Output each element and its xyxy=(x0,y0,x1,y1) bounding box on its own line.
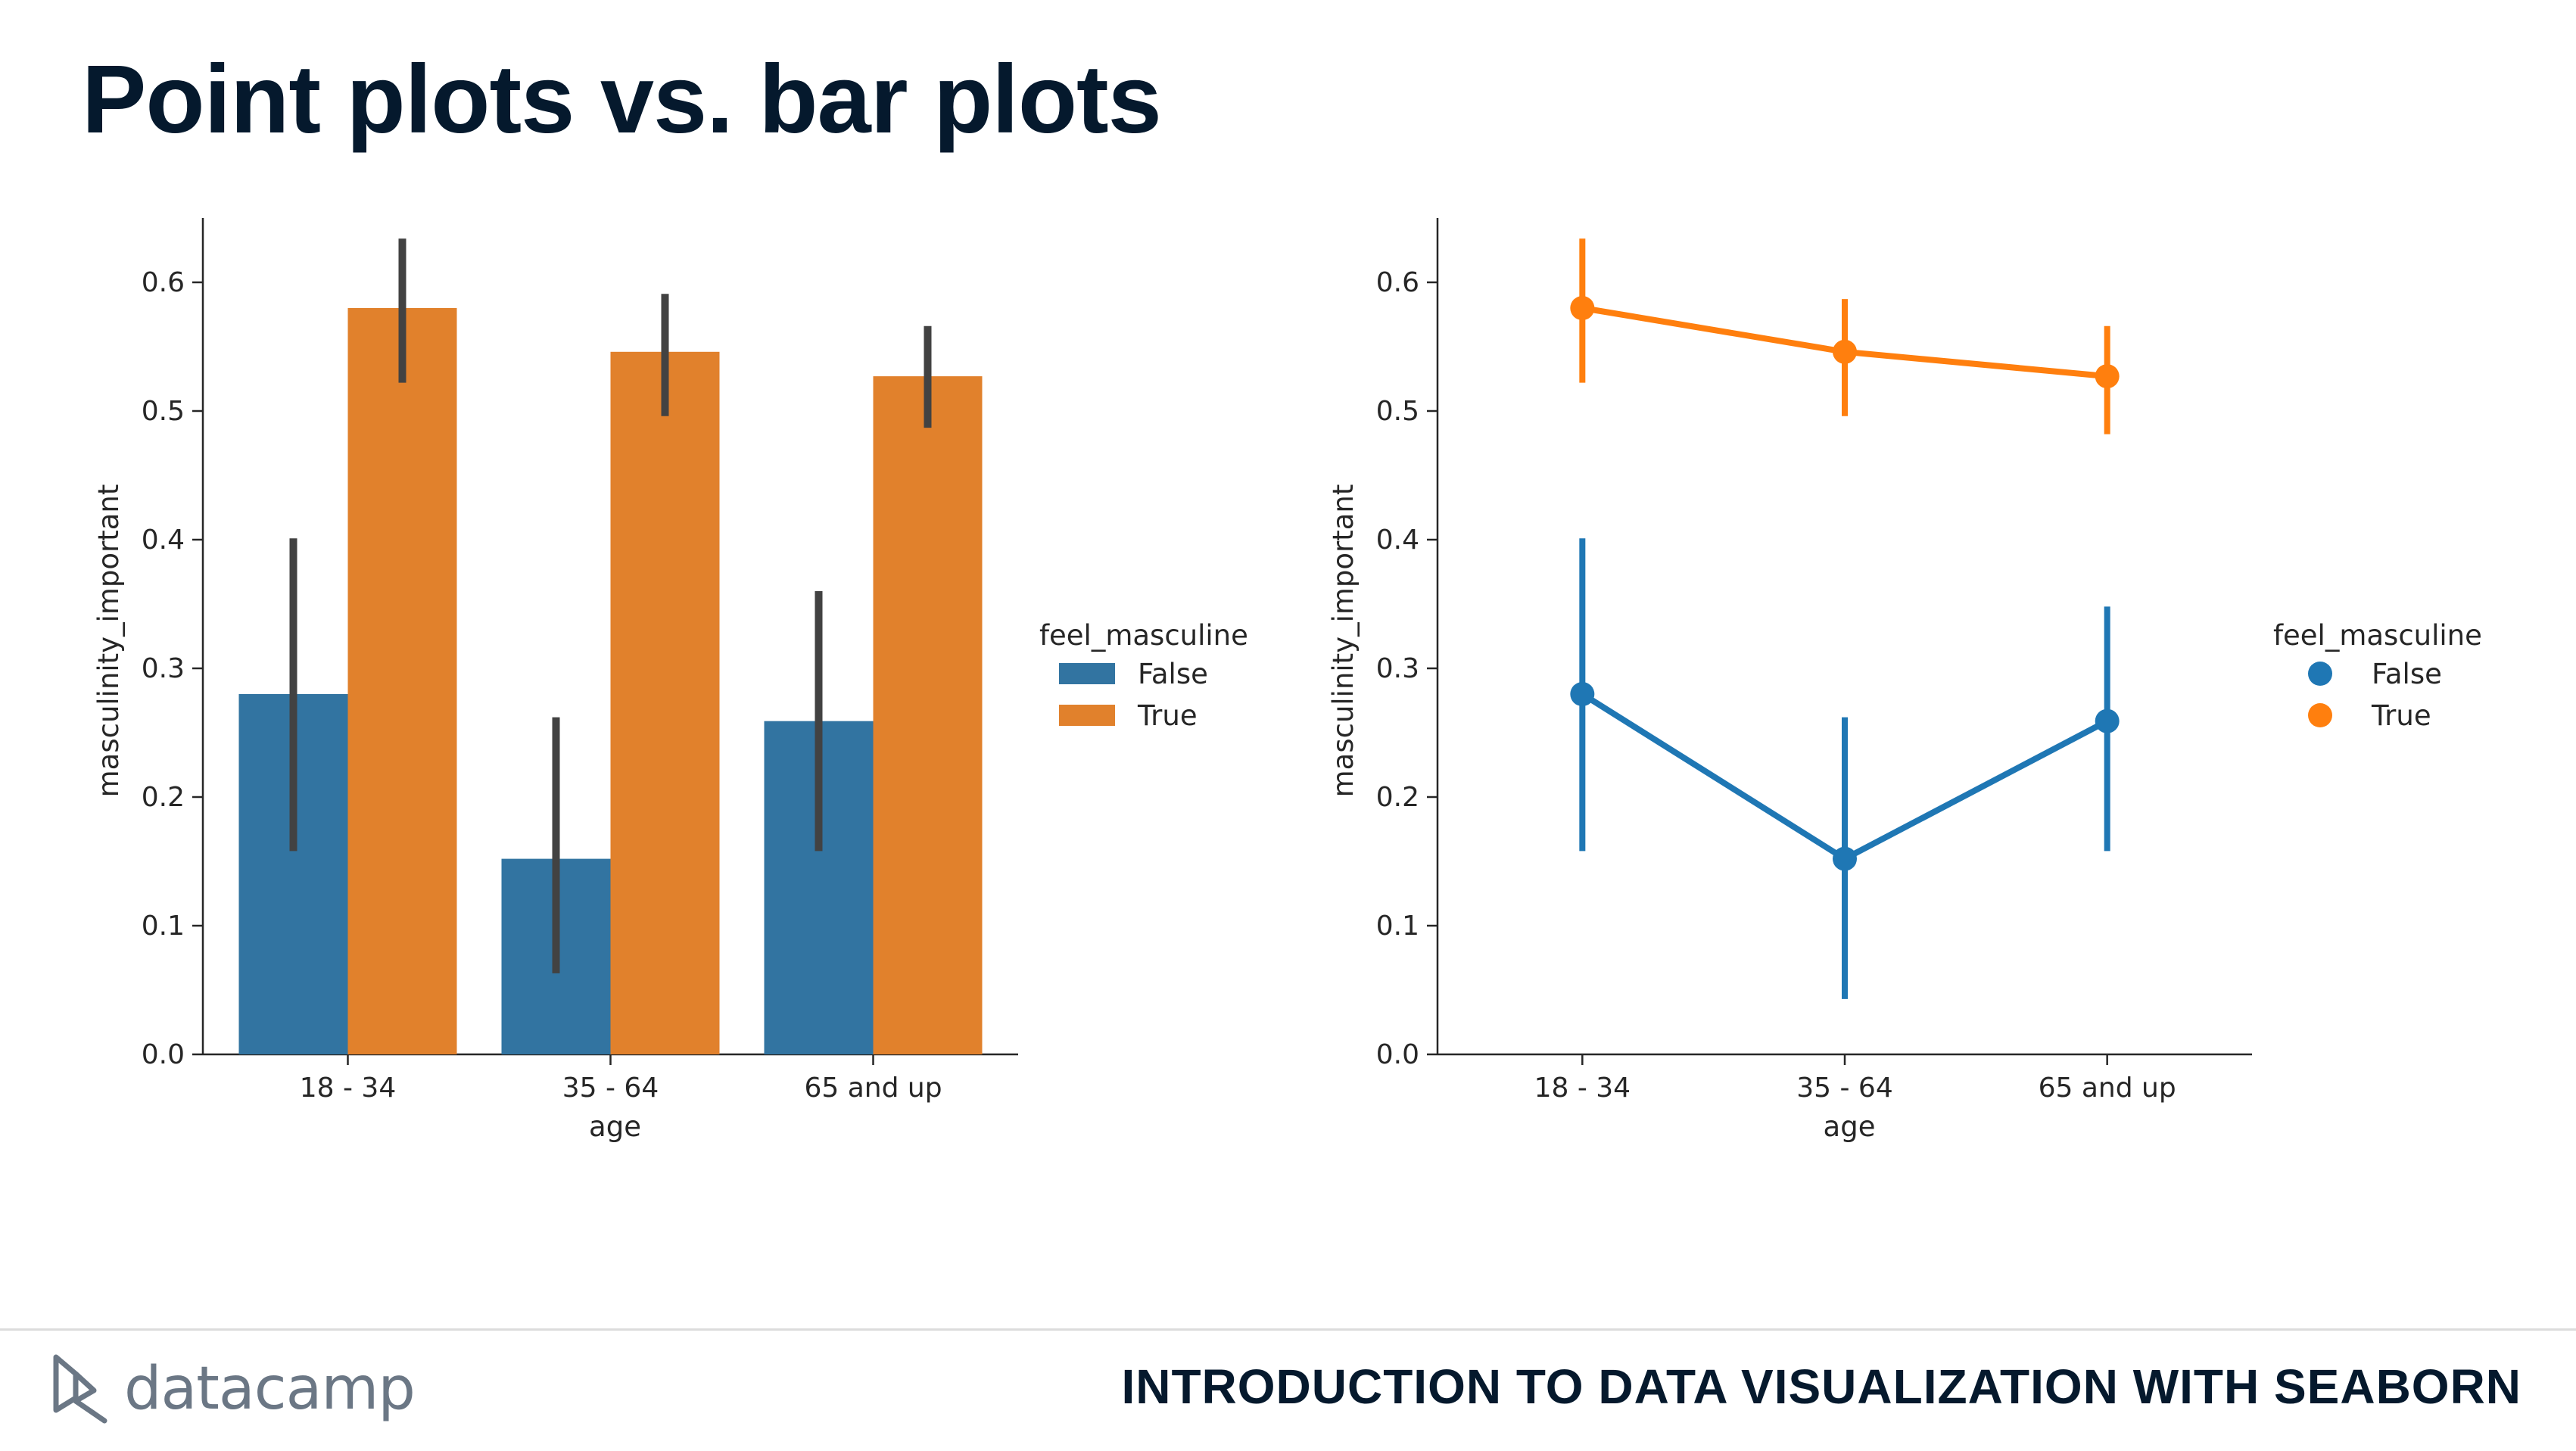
legend-marker-false xyxy=(2308,662,2332,686)
point-y-axis-title: masculinity_important xyxy=(1327,484,1360,798)
bar-y-tick-label: 0.3 xyxy=(142,653,185,684)
point-y-tick-label: 0.3 xyxy=(1376,653,1419,684)
point-y-tick-label: 0.1 xyxy=(1376,911,1419,942)
point-y-tick-label: 0.5 xyxy=(1376,396,1419,427)
bar-true-2 xyxy=(873,376,983,1055)
bar-legend-label-false: False xyxy=(1138,658,1208,690)
point-marker-false-0 xyxy=(1570,682,1595,706)
course-title: INTRODUCTION TO DATA VISUALIZATION WITH … xyxy=(1121,1359,2521,1414)
point-marker-false-1 xyxy=(1833,846,1857,871)
point-x-tick-label: 65 and up xyxy=(2039,1073,2176,1104)
point-x-tick-label: 18 - 34 xyxy=(1534,1073,1631,1104)
slide-title: Point plots vs. bar plots xyxy=(82,45,1162,154)
bar-y-tick-label: 0.6 xyxy=(142,267,185,298)
bar-y-tick-label: 0.1 xyxy=(142,911,185,942)
point-marker-true-0 xyxy=(1570,296,1595,320)
bar-x-tick-label: 65 and up xyxy=(804,1073,942,1104)
legend-marker-true xyxy=(2308,703,2332,727)
point-y-tick-label: 0.4 xyxy=(1376,525,1419,556)
logo-wordmark: datacamp xyxy=(124,1355,416,1423)
point-legend-label-false: False xyxy=(2372,658,2442,690)
bar-y-axis-title: masculinity_important xyxy=(92,484,125,798)
bar-y-tick-label: 0.4 xyxy=(142,525,185,556)
legend-swatch-true xyxy=(1059,705,1115,726)
point-y-tick-label: 0.2 xyxy=(1376,782,1419,813)
datacamp-logo: datacamp xyxy=(50,1347,416,1431)
bar-legend-title: feel_masculine xyxy=(1039,619,1248,652)
bar-x-axis-title: age xyxy=(589,1110,641,1143)
point-x-tick-label: 35 - 64 xyxy=(1796,1073,1893,1104)
bar-true-0 xyxy=(347,308,457,1054)
legend-swatch-false xyxy=(1059,663,1115,684)
bar-y-tick-label: 0.0 xyxy=(142,1039,185,1070)
point-marker-true-2 xyxy=(2095,364,2120,389)
point-marker-false-2 xyxy=(2095,708,2120,733)
point-legend-label-true: True xyxy=(2371,699,2431,732)
bar-y-tick-label: 0.5 xyxy=(142,396,185,427)
point-y-tick-label: 0.6 xyxy=(1376,267,1419,298)
bar-x-tick-label: 18 - 34 xyxy=(300,1073,397,1104)
point-x-axis-title: age xyxy=(1824,1110,1876,1143)
datacamp-logo-icon xyxy=(53,1354,107,1424)
bar-x-tick-label: 35 - 64 xyxy=(562,1073,659,1104)
bar-legend-label-true: True xyxy=(1137,699,1198,732)
footer-divider xyxy=(0,1328,2576,1331)
point-legend-title: feel_masculine xyxy=(2273,619,2482,652)
bar-true-1 xyxy=(610,351,720,1054)
point-marker-true-1 xyxy=(1833,339,1857,364)
point-y-tick-label: 0.0 xyxy=(1376,1039,1419,1070)
bar-y-tick-label: 0.2 xyxy=(142,782,185,813)
